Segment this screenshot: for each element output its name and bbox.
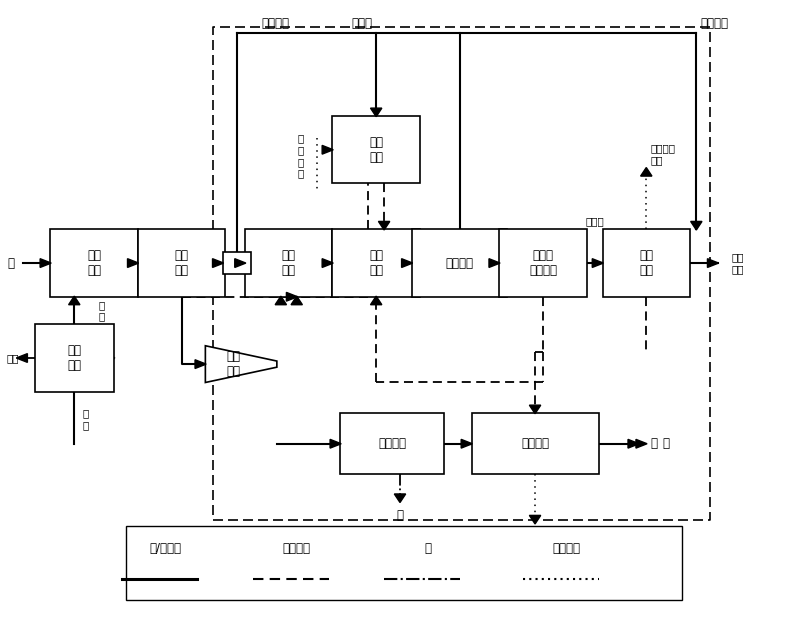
FancyBboxPatch shape bbox=[499, 229, 586, 297]
Text: 精馏单元
排放: 精馏单元 排放 bbox=[650, 143, 675, 165]
FancyBboxPatch shape bbox=[245, 229, 333, 297]
Polygon shape bbox=[461, 439, 472, 448]
FancyBboxPatch shape bbox=[138, 229, 226, 297]
Text: 变换
单元: 变换 单元 bbox=[369, 136, 383, 164]
Polygon shape bbox=[322, 259, 334, 268]
Polygon shape bbox=[206, 345, 277, 383]
Polygon shape bbox=[322, 145, 334, 154]
Text: 蒸汽物流: 蒸汽物流 bbox=[282, 542, 310, 555]
Text: 煤: 煤 bbox=[7, 256, 14, 269]
Polygon shape bbox=[587, 575, 599, 584]
Text: 分离器
气夜分离: 分离器 气夜分离 bbox=[529, 249, 557, 277]
Text: 合成单元: 合成单元 bbox=[446, 256, 474, 269]
Text: 空
气: 空 气 bbox=[82, 408, 89, 430]
Polygon shape bbox=[275, 296, 286, 305]
FancyBboxPatch shape bbox=[333, 229, 420, 297]
Polygon shape bbox=[370, 108, 382, 117]
FancyBboxPatch shape bbox=[50, 229, 138, 297]
FancyBboxPatch shape bbox=[412, 229, 507, 297]
Polygon shape bbox=[213, 259, 224, 268]
Polygon shape bbox=[330, 439, 342, 448]
Text: 余热锅炉: 余热锅炉 bbox=[521, 438, 549, 451]
Text: 燃机单元: 燃机单元 bbox=[378, 438, 406, 451]
Text: 酸
性
气
体: 酸 性 气 体 bbox=[298, 133, 304, 178]
Text: 电: 电 bbox=[397, 509, 403, 522]
Polygon shape bbox=[370, 296, 382, 305]
Text: 氮气: 氮气 bbox=[6, 353, 18, 363]
Text: 未循环气: 未循环气 bbox=[261, 17, 289, 30]
Polygon shape bbox=[16, 353, 27, 362]
Polygon shape bbox=[195, 360, 206, 368]
Polygon shape bbox=[127, 259, 138, 268]
Polygon shape bbox=[690, 221, 702, 230]
Text: 电: 电 bbox=[662, 438, 669, 451]
Polygon shape bbox=[530, 405, 541, 413]
Text: 循环气: 循环气 bbox=[351, 17, 372, 30]
Text: 化工
产品: 化工 产品 bbox=[731, 252, 744, 274]
Polygon shape bbox=[628, 439, 639, 448]
FancyBboxPatch shape bbox=[341, 413, 444, 475]
Text: 压缩
单元: 压缩 单元 bbox=[226, 350, 240, 378]
Text: 气/液物流: 气/液物流 bbox=[150, 542, 182, 555]
Polygon shape bbox=[394, 494, 406, 502]
Polygon shape bbox=[40, 259, 51, 268]
Polygon shape bbox=[530, 515, 541, 524]
FancyBboxPatch shape bbox=[34, 324, 114, 392]
Text: 氧
气: 氧 气 bbox=[98, 300, 104, 321]
Text: 未反应气: 未反应气 bbox=[700, 17, 728, 30]
Text: 电: 电 bbox=[424, 542, 431, 555]
Text: 电: 电 bbox=[650, 438, 658, 451]
Polygon shape bbox=[291, 296, 302, 305]
Text: 排放物流: 排放物流 bbox=[553, 542, 581, 555]
Polygon shape bbox=[449, 575, 460, 584]
FancyBboxPatch shape bbox=[471, 413, 598, 475]
Polygon shape bbox=[707, 259, 718, 268]
Polygon shape bbox=[402, 259, 413, 268]
FancyBboxPatch shape bbox=[223, 252, 251, 274]
Polygon shape bbox=[592, 259, 603, 268]
Text: 净化
单元: 净化 单元 bbox=[369, 249, 383, 277]
Polygon shape bbox=[636, 439, 647, 448]
Polygon shape bbox=[69, 296, 80, 305]
Polygon shape bbox=[641, 167, 652, 176]
Text: 废热
锅炉: 废热 锅炉 bbox=[174, 249, 189, 277]
Polygon shape bbox=[318, 575, 330, 584]
Polygon shape bbox=[186, 575, 198, 584]
Text: 气化
单元: 气化 单元 bbox=[87, 249, 101, 277]
FancyBboxPatch shape bbox=[333, 116, 420, 184]
Text: 排
烟: 排 烟 bbox=[539, 527, 546, 548]
Text: 空分
单元: 空分 单元 bbox=[67, 344, 82, 372]
Text: 显热
回收: 显热 回收 bbox=[282, 249, 296, 277]
Polygon shape bbox=[489, 259, 500, 268]
FancyBboxPatch shape bbox=[602, 229, 690, 297]
Polygon shape bbox=[378, 221, 390, 230]
Polygon shape bbox=[286, 292, 298, 301]
Text: 精馏
单元: 精馏 单元 bbox=[639, 249, 654, 277]
Text: 粗产品: 粗产品 bbox=[586, 216, 604, 226]
Polygon shape bbox=[234, 259, 246, 268]
FancyBboxPatch shape bbox=[126, 527, 682, 600]
